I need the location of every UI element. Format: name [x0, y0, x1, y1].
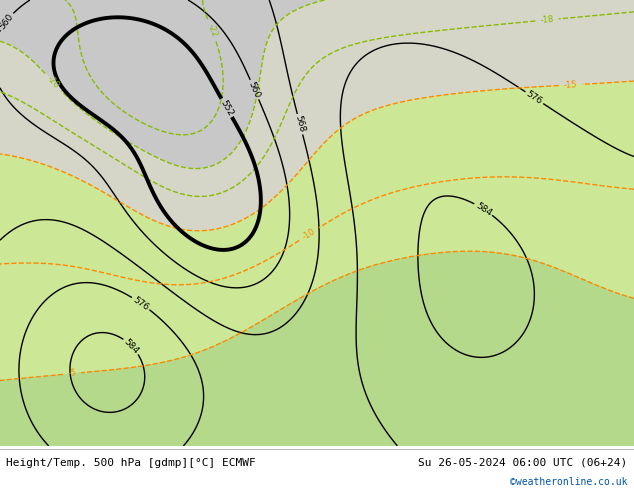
Text: -5: -5 — [68, 368, 77, 378]
Text: 560: 560 — [0, 12, 15, 31]
Text: 584: 584 — [122, 337, 141, 355]
Text: -22: -22 — [205, 23, 219, 38]
Text: -10: -10 — [301, 227, 317, 242]
Text: 576: 576 — [525, 89, 544, 106]
Text: ©weatheronline.co.uk: ©weatheronline.co.uk — [510, 477, 628, 487]
Text: 552: 552 — [219, 98, 235, 118]
Text: -15: -15 — [564, 80, 578, 90]
Text: 576: 576 — [131, 295, 150, 312]
Text: -18: -18 — [540, 15, 554, 25]
Text: 568: 568 — [294, 115, 306, 134]
Text: 560: 560 — [247, 80, 262, 99]
Text: Height/Temp. 500 hPa [gdmp][°C] ECMWF: Height/Temp. 500 hPa [gdmp][°C] ECMWF — [6, 458, 256, 467]
Text: Su 26-05-2024 06:00 UTC (06+24): Su 26-05-2024 06:00 UTC (06+24) — [418, 458, 628, 467]
Text: -20: -20 — [45, 74, 61, 90]
Text: 584: 584 — [474, 201, 493, 218]
